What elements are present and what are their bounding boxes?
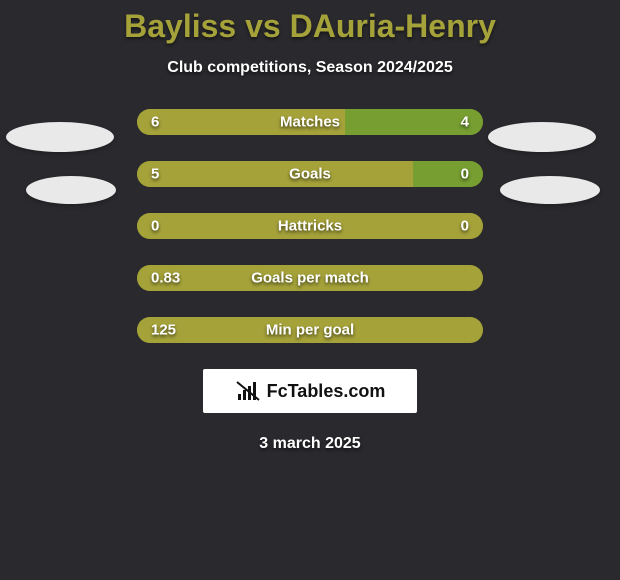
stat-bar-track: 5 0 Goals: [137, 161, 483, 187]
stat-label: Hattricks: [278, 218, 342, 235]
stat-bar-track: 125 Min per goal: [137, 317, 483, 343]
vs-word: vs: [245, 8, 281, 44]
stat-value-left: 0.83: [151, 270, 180, 287]
stat-value-right: 0: [461, 218, 469, 235]
stat-row: 0 0 Hattricks: [0, 213, 620, 239]
player-b-name: DAuria-Henry: [290, 8, 496, 44]
stat-label: Min per goal: [266, 322, 354, 339]
stat-bar-track: 0 0 Hattricks: [137, 213, 483, 239]
avatar-placeholder: [488, 122, 596, 152]
stat-bar-left: [137, 161, 413, 187]
stat-bar-track: 0.83 Goals per match: [137, 265, 483, 291]
stat-bar-right: [413, 161, 483, 187]
stat-label: Goals: [289, 166, 331, 183]
brand-badge: FcTables.com: [203, 369, 417, 413]
page-title: Bayliss vs DAuria-Henry: [0, 0, 620, 45]
avatar-placeholder: [6, 122, 114, 152]
brand-text: FcTables.com: [267, 381, 386, 402]
stat-label: Matches: [280, 114, 340, 131]
stat-value-left: 125: [151, 322, 176, 339]
stat-label: Goals per match: [251, 270, 369, 287]
stat-row: 0.83 Goals per match: [0, 265, 620, 291]
stat-row: 125 Min per goal: [0, 317, 620, 343]
stat-value-right: 0: [461, 166, 469, 183]
avatar-placeholder: [26, 176, 116, 204]
avatar-placeholder: [500, 176, 600, 204]
stat-value-left: 0: [151, 218, 159, 235]
stat-bar-track: 6 4 Matches: [137, 109, 483, 135]
subtitle: Club competitions, Season 2024/2025: [0, 59, 620, 77]
bar-chart-icon: [235, 380, 261, 402]
stat-value-right: 4: [461, 114, 469, 131]
date-label: 3 march 2025: [0, 435, 620, 453]
stat-value-left: 5: [151, 166, 159, 183]
player-a-name: Bayliss: [124, 8, 236, 44]
stat-value-left: 6: [151, 114, 159, 131]
